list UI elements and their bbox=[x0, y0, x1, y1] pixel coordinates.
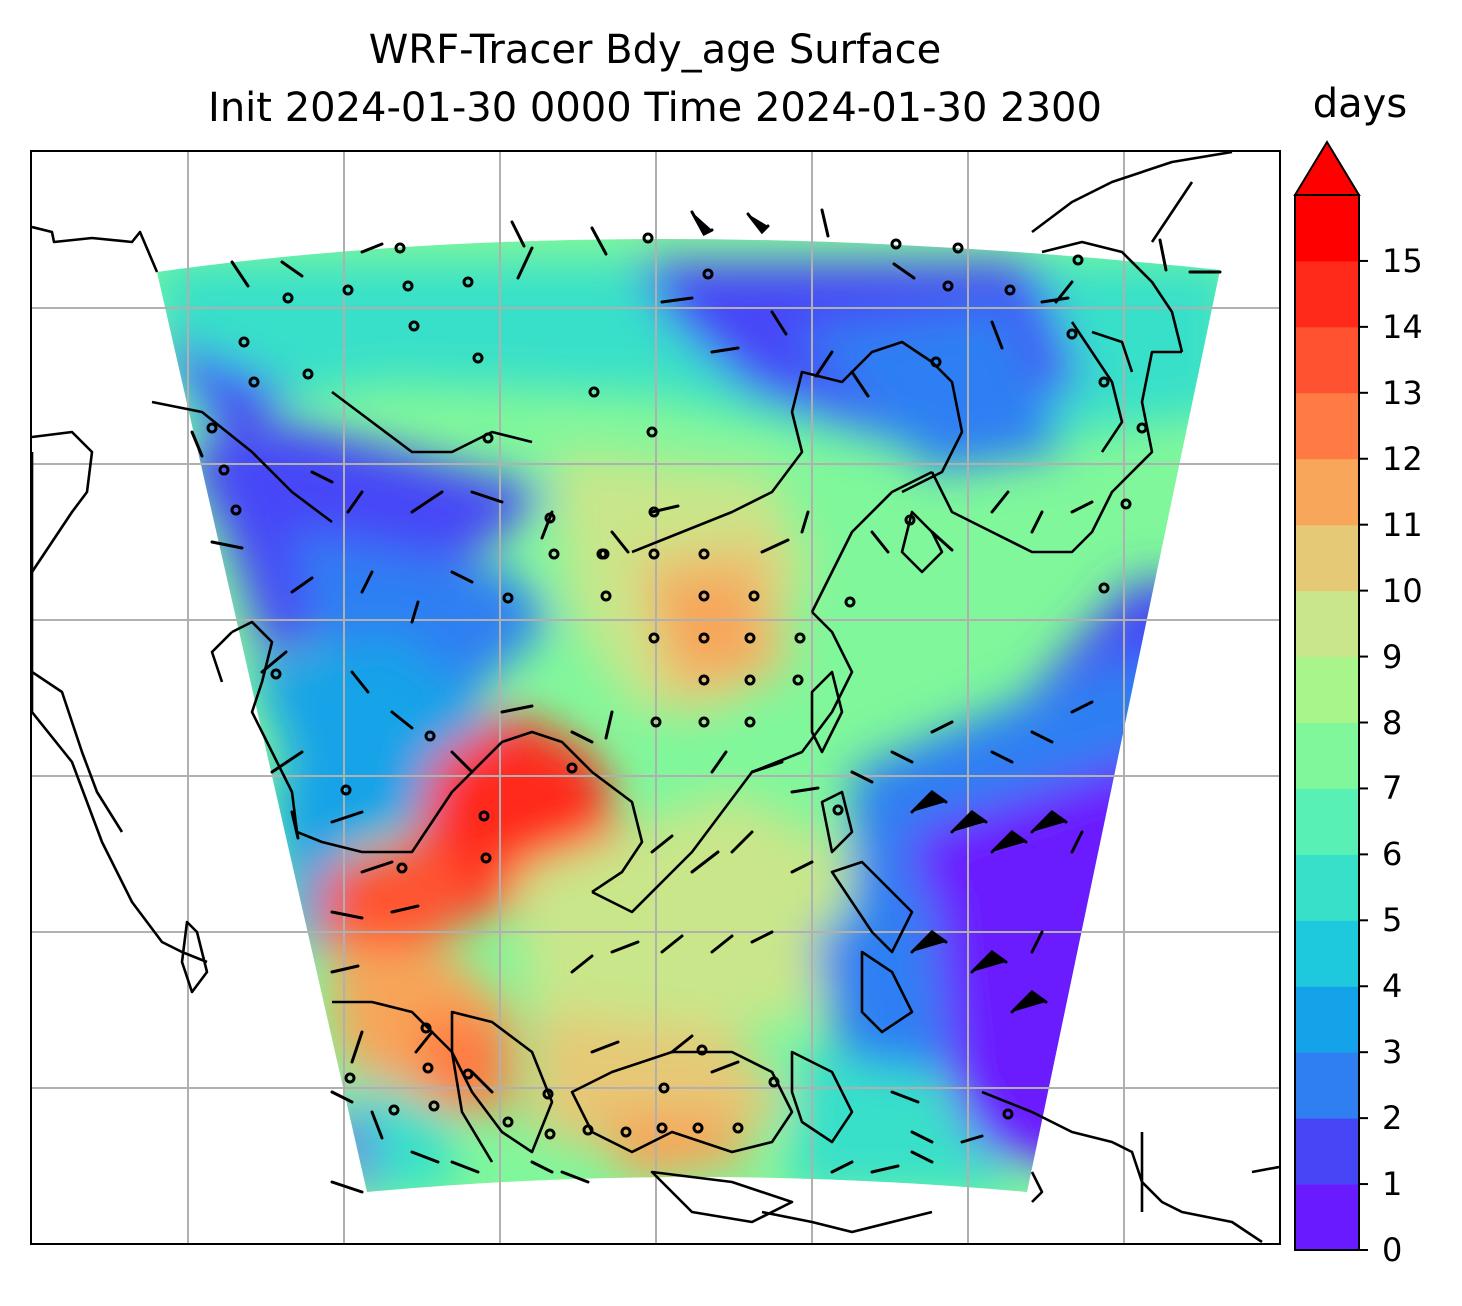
colorbar-tick-label: 8 bbox=[1382, 703, 1403, 742]
colorbar-tick-label: 5 bbox=[1382, 901, 1403, 940]
colorbar-label: days bbox=[1312, 81, 1408, 127]
colorbar-segment bbox=[1295, 590, 1359, 658]
colorbar-tick-label: 1 bbox=[1382, 1165, 1403, 1204]
map-canvas bbox=[32, 152, 1279, 1243]
colorbar bbox=[1293, 140, 1368, 1251]
wind-barbs bbox=[190, 208, 1222, 1194]
colorbar-tick-label: 4 bbox=[1382, 967, 1403, 1006]
colorbar-segment bbox=[1295, 788, 1359, 855]
colorbar-tick-label: 15 bbox=[1382, 241, 1423, 280]
colorbar-segment bbox=[1295, 326, 1359, 394]
colorbar-segment bbox=[1295, 195, 1359, 262]
colorbar-tick-label: 13 bbox=[1382, 373, 1423, 412]
colorbar-segment bbox=[1295, 920, 1359, 987]
colorbar-segment bbox=[1295, 1118, 1359, 1185]
colorbar-segment bbox=[1295, 260, 1359, 328]
colorbar-extend-arrow bbox=[1293, 140, 1361, 196]
colorbar-segment bbox=[1295, 656, 1359, 723]
colorbar-segment bbox=[1295, 524, 1359, 592]
colorbar-tick-label: 9 bbox=[1382, 637, 1403, 676]
colorbar-tick-label: 3 bbox=[1382, 1033, 1403, 1072]
colorbar-tick-label: 11 bbox=[1382, 505, 1423, 544]
colorbar-tick-label: 12 bbox=[1382, 439, 1423, 478]
colorbar-segment bbox=[1295, 1184, 1359, 1251]
colorbar-segment bbox=[1295, 1052, 1359, 1119]
calm-circles bbox=[206, 232, 1148, 1140]
chart-subtitle: Init 2024-01-30 0000 Time 2024-01-30 230… bbox=[208, 85, 1102, 131]
colorbar-segment bbox=[1295, 722, 1359, 789]
chart-title: WRF-Tracer Bdy_age Surface bbox=[368, 27, 942, 73]
colorbar-tick-label: 2 bbox=[1382, 1099, 1403, 1138]
colorbar-tick-label: 14 bbox=[1382, 307, 1423, 346]
colorbar-tick-label: 7 bbox=[1382, 769, 1403, 808]
colorbar-tick-label: 6 bbox=[1382, 835, 1403, 874]
colorbar-tick-label: 10 bbox=[1382, 571, 1423, 610]
colorbar-segment bbox=[1295, 392, 1359, 460]
colorbar-tick-label: 0 bbox=[1382, 1231, 1403, 1269]
colorbar-segment bbox=[1295, 854, 1359, 921]
coastlines bbox=[32, 152, 1279, 1243]
colorbar-segment bbox=[1295, 986, 1359, 1053]
colorbar-segment bbox=[1295, 458, 1359, 526]
map-panel bbox=[30, 150, 1281, 1245]
